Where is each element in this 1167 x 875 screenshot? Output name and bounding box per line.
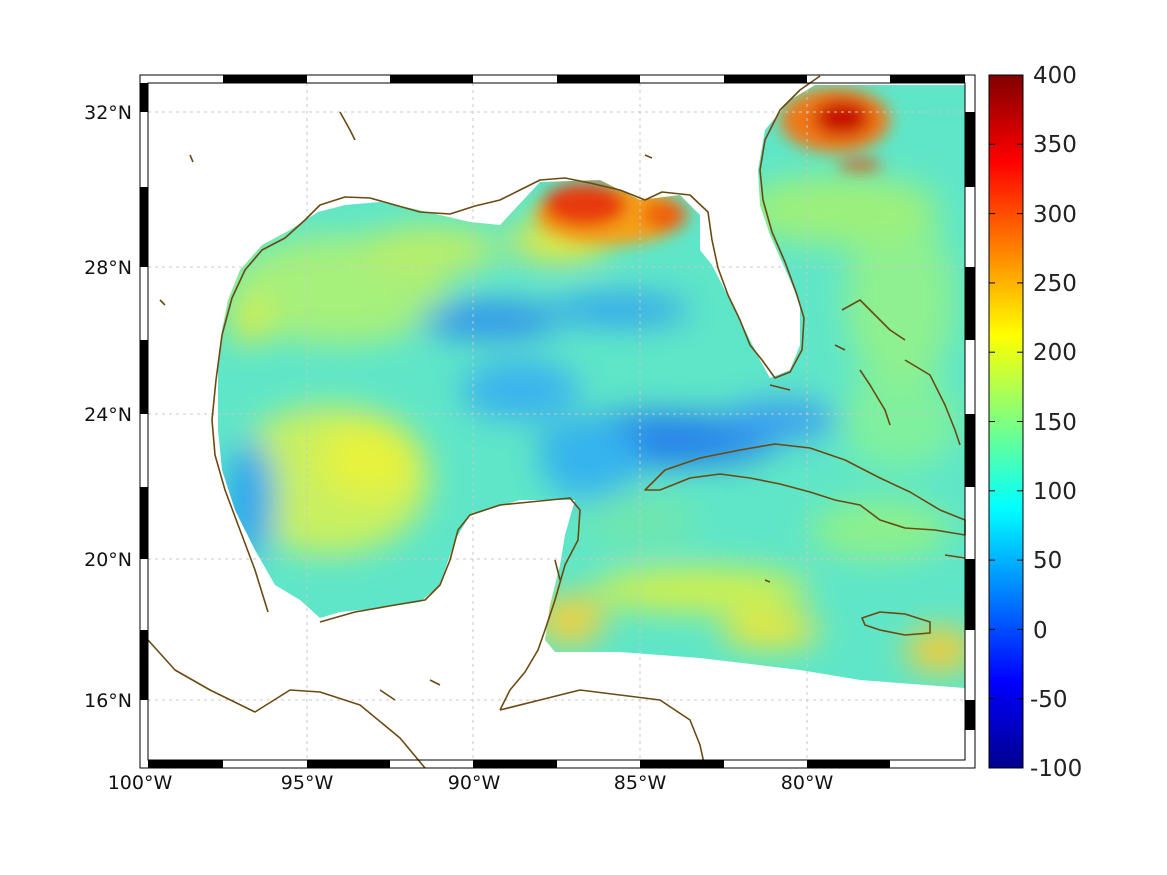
- y-tick-label: 20°N: [84, 549, 132, 571]
- colorbar-tick-label: 200: [1033, 340, 1077, 366]
- y-tick-label: 24°N: [84, 404, 132, 426]
- coastline: [147, 75, 966, 769]
- x-tick-label: 90°W: [448, 772, 501, 794]
- map-frame: [139, 74, 976, 769]
- y-axis-labels: 32°N 28°N 24°N 20°N 16°N: [84, 102, 132, 712]
- grid-lines: [148, 83, 965, 760]
- y-tick-label: 32°N: [84, 102, 132, 124]
- colorbar-tick-label: 350: [1033, 132, 1077, 158]
- x-tick-label: 95°W: [281, 772, 334, 794]
- colorbar-tick-label: 100: [1033, 479, 1077, 505]
- y-tick-label: 16°N: [84, 690, 132, 712]
- colorbar: 400 350 300 250 200 150 100 50 0 -50 -10…: [988, 63, 1082, 782]
- colorbar-tick-label: 150: [1033, 410, 1077, 436]
- colorbar-tick-label: 0: [1033, 618, 1048, 644]
- colorbar-tick-label: 400: [1033, 63, 1077, 89]
- x-axis-labels: 100°W 95°W 90°W 85°W 80°W: [108, 772, 834, 794]
- x-tick-label: 80°W: [781, 772, 834, 794]
- y-tick-label: 28°N: [84, 257, 132, 279]
- colorbar-tick-label: 50: [1033, 548, 1062, 574]
- frame-segments-vertical: [140, 83, 975, 730]
- colorbar-tick-label: 300: [1033, 202, 1077, 228]
- colorbar-tick-label: -50: [1030, 687, 1068, 713]
- x-tick-label: 100°W: [108, 772, 173, 794]
- ocean-field: [218, 85, 965, 688]
- x-tick-label: 85°W: [614, 772, 667, 794]
- colorbar-tick-label: -100: [1030, 756, 1082, 782]
- frame-segments-horizontal: [148, 75, 965, 768]
- colorbar-tick-label: 250: [1033, 271, 1077, 297]
